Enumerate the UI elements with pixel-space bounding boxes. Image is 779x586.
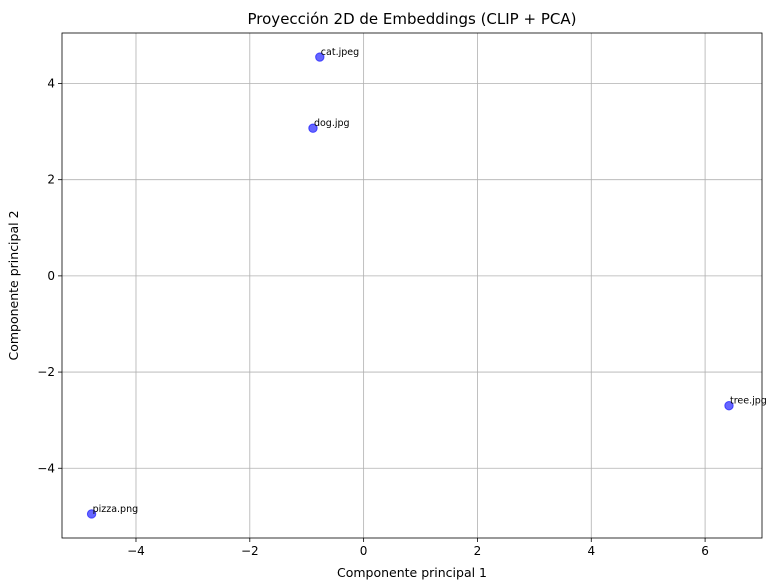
scatter-point — [724, 401, 734, 411]
chart-title: Proyección 2D de Embeddings (CLIP + PCA) — [248, 10, 577, 28]
x-tick-label: −4 — [127, 544, 145, 558]
data-points: cat.jpeg dog.jpg tree.jpg pizza.png — [86, 47, 767, 519]
x-tick-label: 6 — [701, 544, 709, 558]
y-axis-label: Componente principal 2 — [6, 210, 21, 360]
y-tick-label: 4 — [47, 77, 55, 91]
x-tick-label: 0 — [360, 544, 368, 558]
y-tick-label: 0 — [47, 269, 55, 283]
plot-frame — [61, 32, 763, 539]
scatter-point — [315, 52, 325, 62]
point-label: pizza.png — [93, 504, 139, 515]
y-tick-label: −4 — [37, 461, 55, 475]
y-tick-label: 2 — [47, 173, 55, 187]
point-label: dog.jpg — [314, 118, 350, 129]
point-label: cat.jpeg — [321, 47, 359, 58]
x-axis-label: Componente principal 1 — [337, 565, 487, 580]
axis-ticks: −4 −2 0 2 4 6 −4 −2 0 2 4 — [37, 77, 709, 559]
grid — [62, 33, 762, 538]
x-tick-label: 4 — [587, 544, 595, 558]
x-tick-label: −2 — [241, 544, 259, 558]
scatter-point — [308, 123, 318, 133]
y-tick-label: −2 — [37, 365, 55, 379]
point-label: tree.jpg — [730, 396, 767, 407]
scatter-point — [86, 509, 97, 519]
x-tick-label: 2 — [474, 544, 482, 558]
